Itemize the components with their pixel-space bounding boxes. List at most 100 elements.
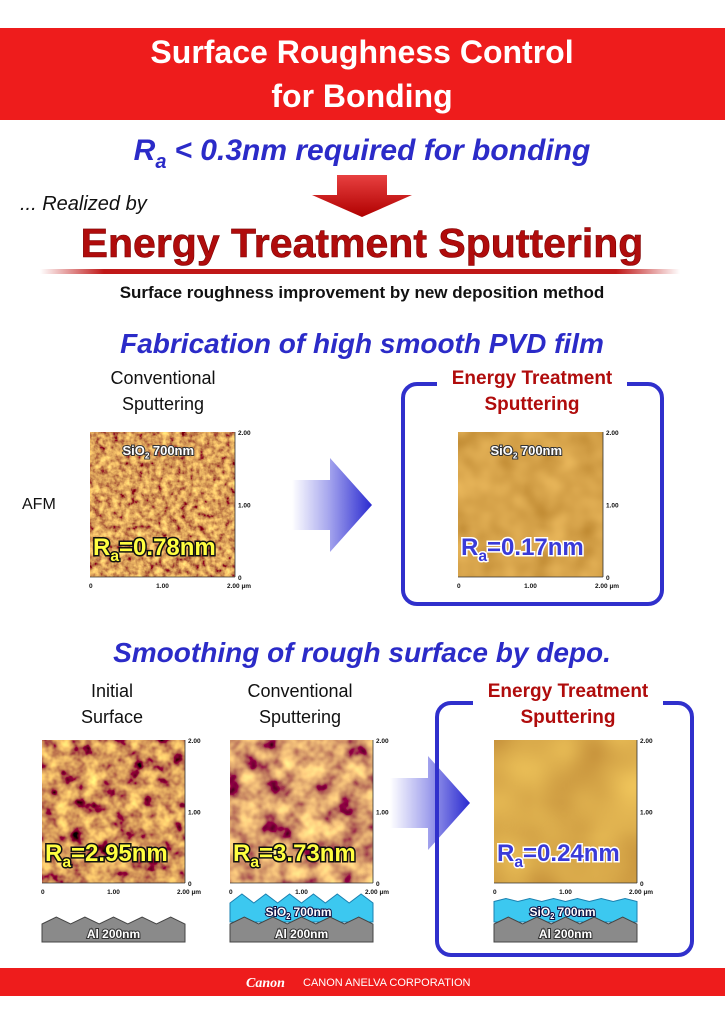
ra-value: Ra=3.73nm [233, 840, 356, 871]
panel-label: Sputtering [521, 707, 616, 728]
process-arrow [390, 756, 470, 850]
afm-image [90, 432, 235, 577]
label-backdrop [437, 376, 627, 390]
axis-label: 1.00 [559, 889, 572, 896]
title-line: for Bonding [271, 78, 452, 114]
axis-label: 0 [89, 583, 93, 590]
axis-label: 2.00 µm [227, 583, 251, 590]
title-line: Surface Roughness Control [150, 34, 573, 70]
axis-label: 1.00 [238, 503, 251, 510]
axis-label: 1.00 [107, 889, 120, 896]
subscript: a [62, 854, 71, 871]
text: =0.24nm [523, 840, 620, 867]
axis-label: 0 [41, 889, 45, 896]
subscript: a [110, 548, 119, 565]
method-subtitle: Surface roughness improvement by new dep… [120, 283, 605, 302]
axis-label: 0 [238, 575, 242, 582]
axis-label: 2.00 µm [629, 889, 653, 896]
axis-label: 1.00 [376, 810, 389, 817]
layer-label: Al 200nm [87, 927, 140, 941]
requirement: Ra < 0.3nm required for bonding [134, 134, 591, 173]
symbol: R [233, 840, 250, 867]
axis-label: 0 [188, 881, 192, 888]
panel-label: Energy Treatment [488, 681, 649, 702]
subscript: 2 [145, 450, 150, 460]
down-arrow [312, 175, 412, 217]
axis-label: 2.00 [640, 738, 653, 745]
process-arrow [292, 458, 372, 552]
ra-value: Ra=0.78nm [93, 534, 216, 565]
axis-label: 0 [493, 889, 497, 896]
requirement-text: < 0.3nm required for bonding [174, 134, 590, 167]
layer-label: SiO2 700nm [530, 905, 596, 921]
axis-label: 0 [376, 881, 380, 888]
axis-label: 2.00 µm [177, 889, 201, 896]
text: =0.78nm [119, 534, 216, 561]
text: 700nm [294, 905, 332, 919]
axis-label: 1.00 [295, 889, 308, 896]
symbol: R [93, 534, 110, 561]
panel-label: Sputtering [485, 394, 580, 415]
symbol: SiO [491, 443, 513, 458]
method-name: Energy Treatment Sputtering [81, 220, 644, 266]
sio2-layer [493, 897, 638, 923]
panel-label: Surface [81, 707, 143, 727]
layer-label: SiO2 700nm [266, 905, 332, 921]
text: 700nm [153, 443, 194, 458]
axis-label: 2.00 µm [365, 889, 389, 896]
panel-label: Initial [91, 681, 133, 701]
subscript: 2 [286, 912, 291, 921]
subscript: a [250, 854, 259, 871]
axis-label: 0 [606, 575, 610, 582]
al-layer [229, 916, 374, 943]
axis-label: 1.00 [188, 810, 201, 817]
footer-company: CANON ANELVA CORPORATION [303, 977, 471, 989]
afm-image [230, 740, 373, 883]
axis-label: 1.00 [606, 503, 619, 510]
footer-logo: Canon [246, 976, 285, 991]
panel-label: Conventional [247, 681, 352, 701]
symbol: R [134, 134, 156, 167]
panel-label: Energy Treatment [452, 368, 613, 389]
text: 700nm [558, 905, 596, 919]
subscript: a [514, 854, 523, 871]
label-backdrop [473, 695, 663, 709]
axis-label: 1.00 [640, 810, 653, 817]
afm-image [42, 740, 185, 883]
al-layer [493, 916, 638, 943]
realized-by: ... Realized by [20, 193, 148, 215]
ra-value: Ra=2.95nm [45, 840, 168, 871]
axis-label: 2.00 [188, 738, 201, 745]
panel-label: Sputtering [122, 394, 204, 414]
section-title: Fabrication of high smooth PVD film [120, 328, 604, 359]
ra-value: Ra=0.24nm [497, 840, 620, 871]
text: 700nm [521, 443, 562, 458]
afm-image [458, 432, 603, 577]
method-rule [40, 269, 680, 274]
text: =2.95nm [71, 840, 168, 867]
panel-label: Sputtering [259, 707, 341, 727]
section-title: Smoothing of rough surface by depo. [113, 637, 611, 668]
subscript: a [478, 548, 487, 565]
symbol: SiO [123, 443, 145, 458]
footer-band [0, 968, 725, 996]
afm-image [494, 740, 637, 883]
axis-label: 0 [640, 881, 644, 888]
row-label: AFM [22, 496, 56, 513]
text: =3.73nm [259, 840, 356, 867]
header-band [0, 28, 725, 120]
text: =0.17nm [487, 534, 584, 561]
symbol: SiO [530, 905, 551, 919]
axis-label: 1.00 [156, 583, 169, 590]
subscript: a [155, 151, 166, 173]
subscript: 2 [550, 912, 555, 921]
panel-label: Conventional [110, 368, 215, 388]
film-label: SiO2 700nm [123, 443, 195, 460]
axis-label: 2.00 [606, 430, 619, 437]
layer-label: Al 200nm [539, 927, 592, 941]
symbol: R [461, 534, 478, 561]
layer-label: Al 200nm [275, 927, 328, 941]
axis-label: 0 [457, 583, 461, 590]
